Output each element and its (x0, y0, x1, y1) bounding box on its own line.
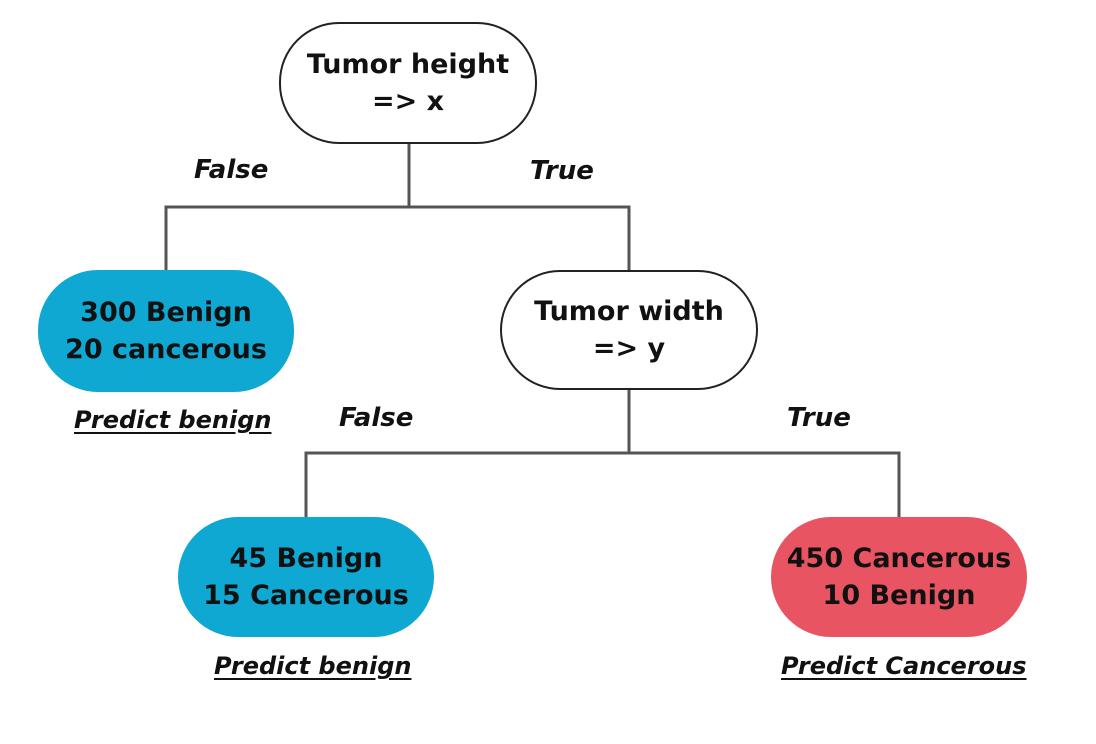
prediction-label-left: Predict benign (74, 406, 272, 434)
edge-label-width-true: True (787, 403, 851, 433)
connector-root-false (164, 205, 411, 272)
prediction-label-right: Predict Cancerous (781, 652, 1027, 680)
connector-root-true (407, 205, 631, 272)
connector-width-false (304, 451, 631, 519)
node-condition-threshold: => x (371, 86, 445, 117)
node-condition-feature: Tumor height (306, 49, 510, 80)
edge-label-root-false: False (194, 155, 269, 185)
node-condition-feature: Tumor width (534, 296, 724, 327)
leaf-count-cancerous: 15 Cancerous (203, 580, 409, 611)
connector-width-true (627, 451, 901, 519)
leaf-count-cancerous: 450 Cancerous (786, 543, 1012, 574)
leaf-count-benign: 10 Benign (822, 580, 976, 611)
prediction-label-mid: Predict benign (214, 652, 412, 680)
leaf-count-benign: 45 Benign (229, 543, 383, 574)
edge-label-root-true: True (530, 156, 594, 186)
leaf-count-cancerous: 20 cancerous (65, 334, 267, 365)
edge-label-width-false: False (339, 403, 414, 433)
leaf-node-cancerous-right: 450 Cancerous 10 Benign (771, 517, 1027, 637)
node-condition-threshold: => y (592, 333, 666, 364)
decision-node-tumor-height: Tumor height => x (279, 22, 537, 144)
decision-node-tumor-width: Tumor width => y (500, 270, 758, 390)
leaf-node-benign-left: 300 Benign 20 cancerous (38, 270, 294, 392)
leaf-node-benign-mid: 45 Benign 15 Cancerous (178, 517, 434, 637)
leaf-count-benign: 300 Benign (80, 297, 252, 328)
